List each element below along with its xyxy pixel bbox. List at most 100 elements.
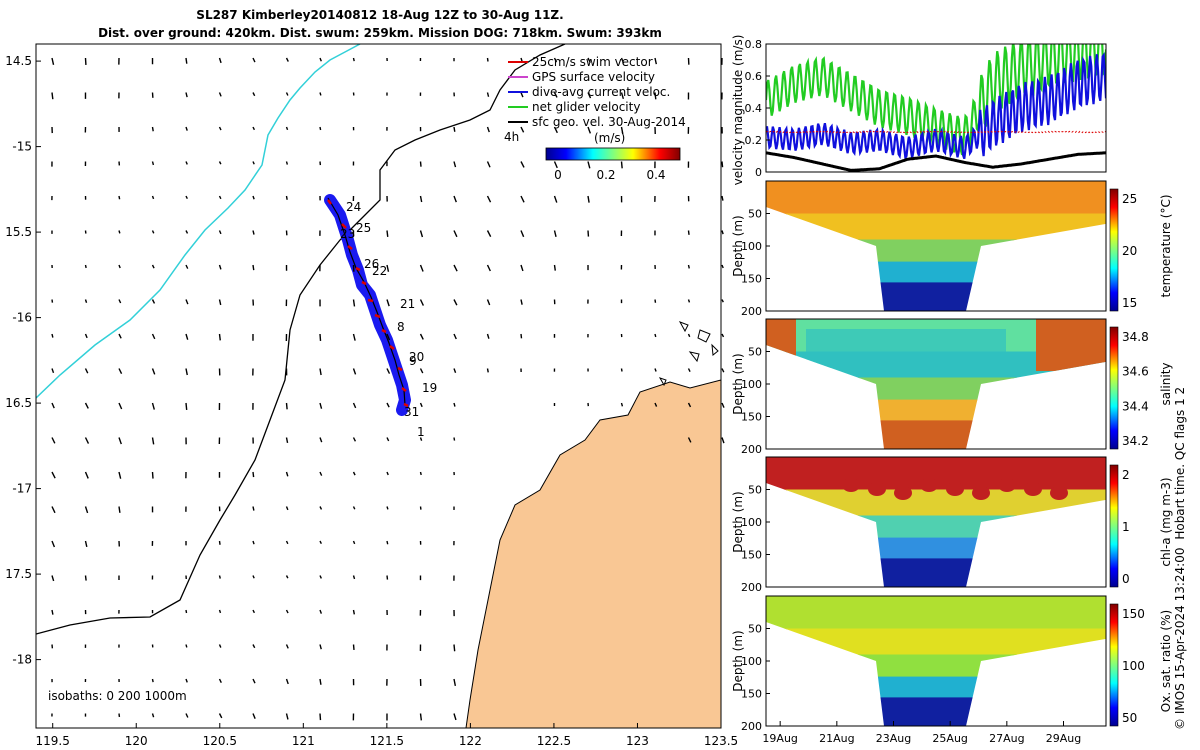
quiver-arrow bbox=[118, 471, 122, 479]
quiver-arrow bbox=[620, 57, 625, 64]
isobath-1000m bbox=[36, 44, 361, 399]
quiver-arrow bbox=[687, 230, 690, 235]
quiver-arrow bbox=[319, 333, 322, 342]
section-y-tick-label: 150 bbox=[741, 411, 762, 424]
quiver-arrow bbox=[352, 540, 356, 545]
colorbar-tick-label: 50 bbox=[1122, 711, 1137, 725]
quiver-arrow bbox=[520, 126, 525, 133]
quiver-arrow bbox=[654, 368, 657, 372]
section-y-tick-label: 150 bbox=[741, 549, 762, 562]
quiver-arrow bbox=[118, 506, 121, 513]
quiver-arrow bbox=[285, 678, 289, 685]
quiver-arrow bbox=[721, 437, 725, 444]
quiver-arrow bbox=[721, 333, 725, 338]
quiver-arrow bbox=[587, 195, 590, 203]
quiver-arrow bbox=[51, 368, 55, 374]
quiver-arrow bbox=[453, 230, 458, 238]
quiver-arrow bbox=[51, 540, 56, 548]
quiver-arrow bbox=[285, 506, 289, 511]
quiver-arrow bbox=[352, 333, 356, 341]
quiver-arrow bbox=[84, 506, 89, 514]
section-feature bbox=[1036, 319, 1106, 371]
day-label: 26 bbox=[364, 257, 379, 271]
title-line-2: Dist. over ground: 420km. Dist. swum: 25… bbox=[98, 26, 662, 40]
chl-patch bbox=[972, 486, 990, 500]
quiver-arrow bbox=[386, 230, 389, 237]
day-label: 9 bbox=[409, 354, 417, 368]
quiver-arrow bbox=[151, 437, 155, 445]
quiver-arrow bbox=[386, 437, 390, 442]
velocity-lines bbox=[766, 44, 1106, 172]
quiver-arrow bbox=[185, 678, 188, 683]
quiver-arrow bbox=[419, 333, 424, 340]
quiver-arrow bbox=[185, 299, 189, 305]
quiver-arrow bbox=[185, 230, 189, 234]
quiver-arrow bbox=[620, 161, 623, 169]
quiver-arrow bbox=[654, 92, 657, 100]
quiver-arrow bbox=[721, 402, 725, 408]
quiver-arrow bbox=[721, 264, 724, 269]
quiver-arrow bbox=[118, 264, 121, 269]
quiver-arrow bbox=[419, 471, 422, 476]
quiver-arrow bbox=[687, 299, 691, 303]
quiver-arrow bbox=[151, 230, 155, 234]
chl-patch bbox=[894, 486, 912, 500]
velocity-series bbox=[766, 130, 1106, 134]
map-y-tick-label: 17.5 bbox=[5, 567, 32, 581]
quiver-arrow bbox=[654, 57, 658, 65]
quiver-arrow bbox=[319, 471, 323, 476]
day-label: 23 bbox=[340, 227, 355, 241]
quiver-arrow bbox=[352, 402, 357, 409]
quiver-arrow bbox=[185, 57, 188, 64]
quiver-arrow bbox=[218, 540, 221, 545]
colorbar-tick-label: 34.8 bbox=[1122, 330, 1149, 344]
legend-item: dive-avg current veloc. bbox=[532, 85, 670, 99]
quiver-arrow bbox=[51, 575, 55, 582]
chl-patch bbox=[868, 482, 886, 496]
quiver-arrow bbox=[151, 678, 154, 683]
geostrophic-velocity-vectors bbox=[51, 57, 725, 721]
section-y-tick-label: 50 bbox=[748, 484, 762, 497]
quiver-arrow bbox=[453, 126, 456, 132]
map-y-ticks: 14.5 -15 15.5 -16 16.5 -17 17.5 -18 bbox=[5, 54, 41, 667]
quiver-arrow bbox=[151, 368, 156, 375]
section-panel: 50 100 150 200 Depth (m) 2 1 0 chl-a (mg m-3) bbox=[731, 456, 1173, 594]
quiver-arrow bbox=[620, 402, 624, 407]
map-x-tick-label: 122 bbox=[459, 734, 482, 748]
quiver-arrow bbox=[185, 609, 188, 614]
quiver-arrow bbox=[151, 126, 154, 132]
quiver-arrow bbox=[419, 264, 424, 272]
quiver-arrow bbox=[419, 230, 424, 238]
quiver-arrow bbox=[386, 368, 391, 374]
quiver-arrow bbox=[352, 506, 356, 510]
map-y-tick-label: -18 bbox=[12, 653, 32, 667]
quiver-arrow bbox=[51, 437, 56, 444]
quiver-arrow bbox=[84, 333, 88, 339]
quiver-arrow bbox=[520, 161, 525, 168]
quiver-arrow bbox=[285, 92, 289, 96]
credit-and-qc: © IMOS 15-Apr-2024 13:24:00 Hobart time.… bbox=[1173, 387, 1187, 730]
quiver-arrow bbox=[218, 299, 222, 306]
quiver-arrow bbox=[185, 713, 189, 718]
quiver-arrow bbox=[285, 644, 289, 649]
quiver-arrow bbox=[252, 644, 256, 649]
quiver-arrow bbox=[386, 333, 391, 341]
quiver-arrow bbox=[486, 264, 491, 272]
quiver-arrow bbox=[285, 575, 289, 579]
section-ylabel: Depth (m) bbox=[731, 630, 745, 691]
quiver-arrow bbox=[84, 299, 88, 303]
colorbar-tick: 0 bbox=[554, 168, 562, 182]
quiver-arrow bbox=[218, 678, 222, 683]
map-y-tick-label: -17 bbox=[12, 482, 32, 496]
quiver-arrow bbox=[84, 264, 87, 269]
quiver-arrow bbox=[218, 126, 222, 131]
quiver-arrow bbox=[453, 644, 456, 652]
qc-note: Hobart time. QC flags 1 2 bbox=[1173, 387, 1187, 540]
section-colorbar bbox=[1109, 603, 1119, 727]
quiver-arrow bbox=[620, 92, 625, 99]
quiver-arrow bbox=[319, 644, 322, 650]
legend-item: net glider velocity bbox=[532, 100, 640, 114]
quiver-arrow bbox=[453, 299, 458, 306]
quiver-arrow bbox=[486, 195, 492, 203]
